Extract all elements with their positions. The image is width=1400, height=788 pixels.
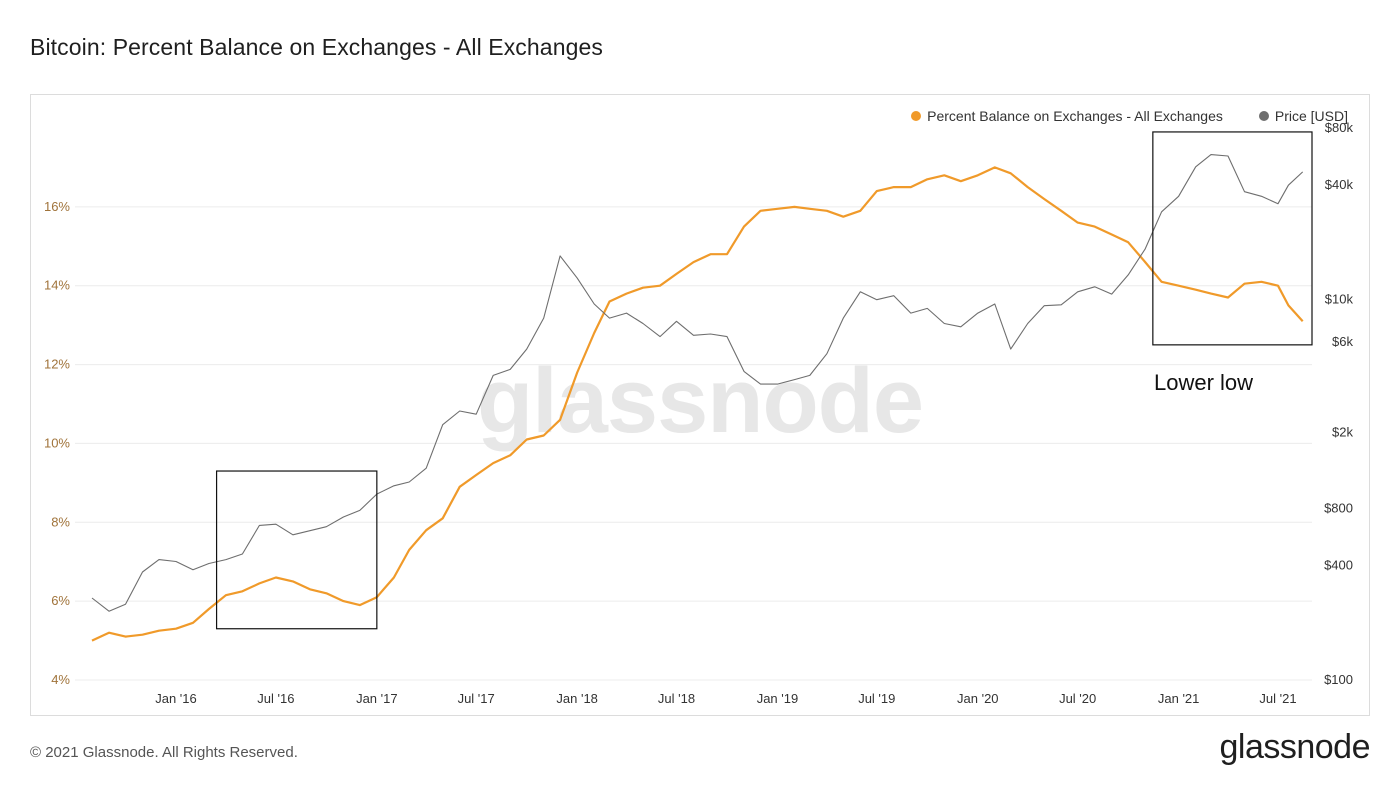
x-tick-label: Jan '19 [757,691,799,706]
right-tick-label: $40k [1325,177,1354,192]
left-tick-label: 16% [44,199,70,214]
chart-legend: Percent Balance on Exchanges - All Excha… [911,108,1348,124]
left-tick-label: 6% [51,593,70,608]
x-tick-label: Jan '17 [356,691,398,706]
footer-logo: glassnode [1219,728,1370,766]
left-axis-ticks: 4% 6% 8% 10% 12% 14% 16% [44,199,70,687]
x-tick-label: Jul '21 [1259,691,1296,706]
x-tick-label: Jul '18 [658,691,695,706]
left-tick-label: 12% [44,357,70,372]
left-tick-label: 10% [44,435,70,450]
legend-dot-price [1258,111,1269,121]
x-tick-label: Jan '20 [957,691,999,706]
left-tick-label: 4% [51,672,70,687]
legend-label-balance: Percent Balance on Exchanges - All Excha… [927,108,1223,124]
right-tick-label: $100 [1324,672,1353,687]
right-tick-label: $6k [1332,334,1353,349]
footer-copyright: © 2021 Glassnode. All Rights Reserved. [30,744,298,761]
right-tick-label: $400 [1324,558,1353,573]
series-layer [91,154,1304,642]
right-tick-label: $800 [1324,500,1353,515]
annotation-box-1 [1152,131,1313,346]
x-tick-label: Jan '21 [1158,691,1200,706]
legend-label-price: Price [USD] [1274,108,1348,124]
legend-dot-balance [911,111,922,121]
right-tick-label: $10k [1325,292,1354,307]
x-tick-label: Jul '19 [858,691,895,706]
right-tick-label: $80k [1325,120,1354,135]
right-tick-label: $2k [1332,425,1353,440]
grid-lines [75,206,1312,681]
watermark: glassnode [477,350,923,452]
x-axis-ticks: Jan '16 Jul '16 Jan '17 Jul '17 Jan '18 Jul '… [155,691,1296,706]
right-axis-ticks: $100 $400 $800 $2k $6k $10k $40k $80k [1324,120,1353,687]
left-tick-label: 8% [51,514,70,529]
series-line-price [91,154,1304,612]
legend-item-price[interactable]: Price [USD] [1258,108,1348,124]
x-tick-label: Jan '16 [155,691,197,706]
annotation-layer: Lower low [215,131,1313,630]
x-tick-label: Jul '16 [257,691,294,706]
x-tick-label: Jul '20 [1059,691,1096,706]
chart-frame [30,94,1370,716]
page-title: Bitcoin: Percent Balance on Exchanges - … [30,34,603,60]
annotation-lower-low: Lower low [1154,370,1253,395]
x-tick-label: Jan '18 [556,691,598,706]
annotation-box-0 [215,470,378,630]
legend-item-balance[interactable]: Percent Balance on Exchanges - All Excha… [911,108,1223,124]
left-tick-label: 14% [44,278,70,293]
series-line-balance [91,166,1304,642]
x-tick-label: Jul '17 [458,691,495,706]
